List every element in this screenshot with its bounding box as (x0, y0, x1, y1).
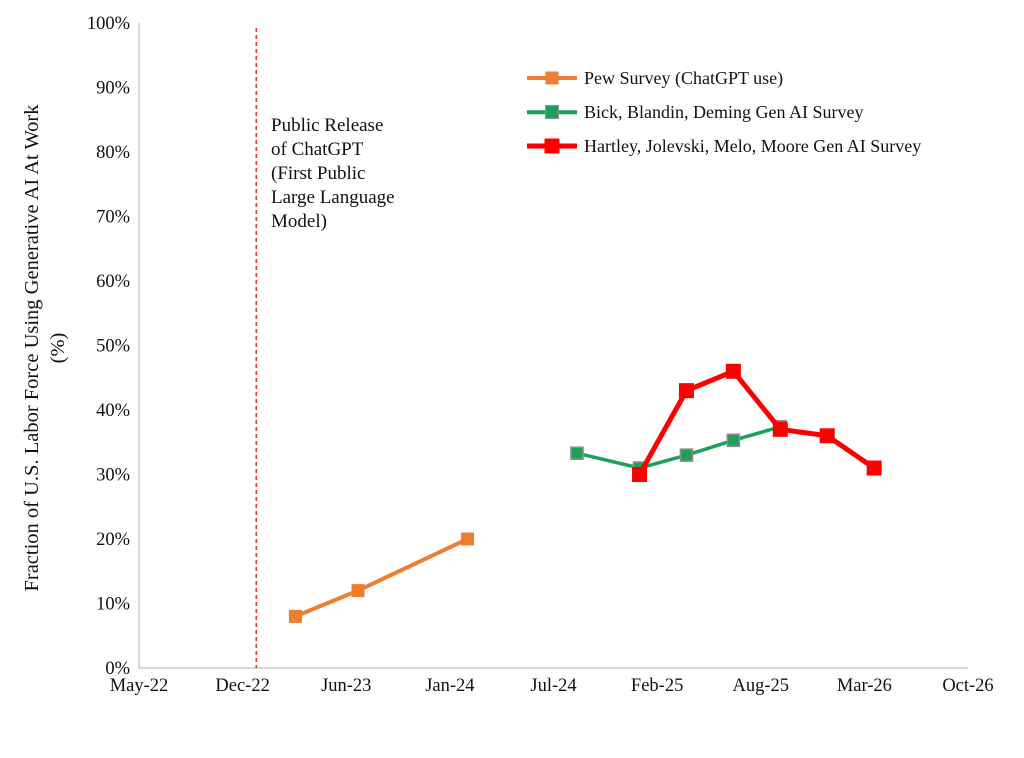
x-tick-label: Feb-25 (631, 676, 683, 696)
x-tick-label: Oct-26 (942, 676, 993, 696)
series-line-1 (576, 425, 781, 470)
y-tick-label: 60% (96, 272, 130, 292)
legend-square-marker-icon (544, 138, 560, 154)
data-point-marker (679, 448, 694, 462)
y-tick-label: 80% (96, 143, 130, 163)
data-point-marker (866, 460, 882, 476)
data-point-marker (772, 421, 788, 437)
y-tick-label: 20% (96, 530, 130, 550)
y-tick-label: 30% (96, 466, 130, 486)
series-line-0 (294, 537, 469, 619)
y-tick-label: 90% (96, 79, 130, 99)
legend-label: Bick, Blandin, Deming Gen AI Survey (584, 101, 864, 122)
data-point-marker (726, 433, 741, 448)
data-point-marker (632, 467, 648, 482)
legend-item-pew: Pew Survey (ChatGPT use) (527, 61, 921, 95)
legend: Pew Survey (ChatGPT use) Bick, Blandin, … (527, 61, 921, 163)
y-tick-label: 0% (105, 659, 130, 679)
y-tick-label: 100% (87, 14, 130, 34)
x-tick-label: May-22 (110, 676, 169, 696)
data-point-marker (819, 428, 835, 444)
legend-swatch-hjmm (527, 138, 577, 154)
x-tick-label: Dec-22 (215, 676, 269, 696)
legend-label: Hartley, Jolevski, Melo, Moore Gen AI Su… (584, 135, 922, 156)
y-axis-title-line2: (%) (47, 332, 69, 364)
data-point-marker (678, 383, 694, 399)
y-axis-title: Fraction of U.S. Labor Force Using Gener… (19, 28, 71, 668)
x-tick-label: Jul-24 (530, 676, 576, 696)
legend-label: Pew Survey (ChatGPT use) (584, 67, 784, 88)
x-tick-label: Mar-26 (837, 676, 892, 696)
y-tick-label: 40% (96, 401, 130, 421)
x-tick-label: Jan-24 (425, 676, 474, 696)
series-line-2 (637, 368, 876, 476)
legend-item-hartley-jolevski-melo-moore: Hartley, Jolevski, Melo, Moore Gen AI Su… (527, 129, 921, 163)
legend-swatch-pew (527, 70, 577, 86)
legend-square-marker-icon (545, 71, 559, 85)
y-axis-title-line1: Fraction of U.S. Labor Force Using Gener… (21, 104, 43, 592)
data-point-marker (351, 584, 365, 598)
x-tick-label: Aug-25 (732, 676, 789, 696)
data-point-marker (288, 609, 302, 623)
data-point-marker (570, 446, 584, 461)
y-tick-label: 70% (96, 208, 130, 228)
legend-swatch-bbd (527, 104, 577, 120)
chatgpt-release-annotation: Public Release of ChatGPT (First Public … (271, 115, 395, 232)
legend-item-bick-blandin-deming: Bick, Blandin, Deming Gen AI Survey (527, 95, 921, 129)
y-tick-label: 50% (96, 337, 130, 357)
data-point-marker (460, 532, 474, 546)
y-tick-label: 10% (96, 595, 130, 615)
x-tick-label: Jun-23 (321, 676, 371, 696)
legend-square-marker-icon (545, 105, 559, 119)
data-point-marker (725, 363, 741, 379)
